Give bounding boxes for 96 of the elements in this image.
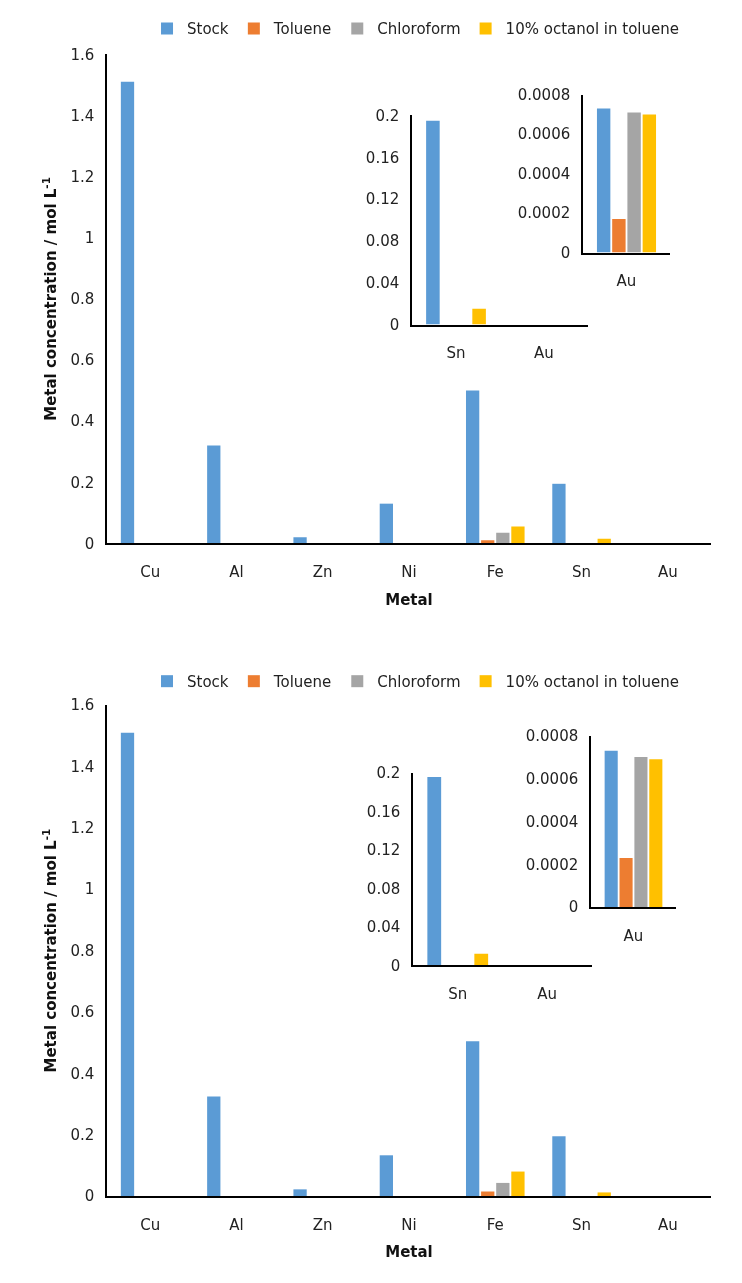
y-tick-label: 1.2	[70, 819, 95, 838]
bar	[642, 114, 657, 253]
y-tick-label: 1.4	[70, 106, 95, 125]
y-tick-label: 0.0008	[517, 86, 571, 105]
legend-label: Toluene	[272, 20, 332, 39]
bar	[465, 390, 480, 544]
bar	[120, 81, 135, 544]
y-tick-label: 0.12	[366, 841, 401, 860]
legend-label: 10% octanol in toluene	[505, 20, 679, 39]
y-tick-label: 1.6	[70, 45, 95, 64]
bar	[627, 112, 641, 253]
x-tick-label: Ni	[401, 563, 417, 582]
x-tick-label: Zn	[312, 1215, 333, 1234]
y-tick-label: 0.2	[375, 106, 400, 125]
bar	[649, 759, 663, 908]
bar	[552, 1136, 566, 1197]
x-tick-label: Au	[534, 344, 554, 363]
y-tick-label: 0.16	[365, 148, 400, 167]
y-tick-label: 0.0004	[525, 812, 579, 831]
y-tick-label: 0.16	[366, 802, 401, 821]
bar	[596, 108, 611, 253]
y-tick-label: 0.2	[70, 1125, 95, 1144]
bar	[481, 540, 495, 544]
y-tick-label: 0.6	[70, 351, 95, 370]
bar	[379, 1155, 393, 1197]
x-tick-label: Al	[229, 563, 244, 582]
y-tick-label: 1	[84, 228, 95, 247]
legend-label: Chloroform	[377, 20, 461, 39]
y-tick-label: 0.0006	[525, 769, 579, 788]
y-tick-label: 0.4	[70, 1064, 95, 1083]
bar	[293, 537, 307, 544]
bar	[293, 1189, 307, 1197]
y-tick-label: 0.2	[70, 473, 95, 492]
bar	[207, 1096, 221, 1197]
x-tick-label: Ni	[401, 1215, 417, 1234]
x-tick-label: Fe	[486, 563, 504, 582]
bar	[120, 732, 135, 1197]
x-axis-title: Metal	[385, 1243, 433, 1262]
bar	[552, 483, 566, 544]
y-tick-label: 0	[560, 243, 571, 262]
x-tick-label: Au	[537, 985, 558, 1004]
y-tick-label: 0.0002	[517, 204, 571, 223]
y-tick-label: 0.04	[365, 273, 400, 292]
x-tick-label: Sn	[572, 1215, 592, 1234]
bar	[511, 1171, 525, 1197]
x-tick-label: Au	[657, 1215, 678, 1234]
bar	[597, 1192, 611, 1197]
y-tick-label: 1.4	[70, 757, 95, 776]
y-tick-label: 0.2	[376, 764, 401, 783]
bar	[612, 219, 626, 253]
legend-label: Stock	[187, 673, 229, 692]
y-tick-label: 0.8	[70, 290, 95, 309]
bar	[604, 750, 618, 908]
bar	[634, 757, 648, 908]
x-axis-title: Metal	[385, 590, 433, 609]
legend-label: Stock	[187, 20, 229, 39]
bar	[465, 1041, 480, 1197]
legend-label: Chloroform	[377, 673, 461, 692]
y-tick-label: 1	[84, 880, 95, 899]
y-tick-label: 0.0002	[525, 855, 579, 874]
x-tick-label: Au	[623, 926, 644, 945]
y-tick-label: 0.08	[365, 232, 400, 251]
x-tick-label: Au	[657, 563, 678, 582]
y-tick-label: 0.08	[366, 879, 401, 898]
x-tick-label: Fe	[486, 1215, 504, 1234]
y-tick-label: 0.6	[70, 1003, 95, 1022]
x-tick-label: Au	[616, 272, 637, 291]
y-tick-label: 0.0004	[517, 164, 571, 183]
y-tick-label: 0.0008	[525, 726, 579, 745]
bar	[619, 857, 633, 908]
legend-label: Toluene	[272, 673, 332, 692]
y-tick-label: 0.4	[70, 412, 95, 431]
y-tick-label: 0	[84, 534, 95, 553]
y-tick-label: 0	[568, 898, 579, 917]
y-tick-label: 0	[84, 1187, 95, 1206]
y-tick-label: 0	[389, 315, 400, 334]
x-tick-label: Al	[229, 1215, 244, 1234]
bar	[496, 1182, 510, 1197]
bar	[207, 445, 221, 544]
bar	[511, 526, 525, 544]
bar	[496, 532, 510, 544]
y-tick-label: 0.04	[366, 918, 401, 937]
x-tick-label: Zn	[312, 563, 333, 582]
x-tick-label: Sn	[572, 563, 592, 582]
bar	[379, 503, 393, 544]
y-tick-label: 1.2	[70, 167, 95, 186]
y-tick-label: 0	[390, 956, 401, 975]
y-tick-label: 0.12	[365, 190, 400, 209]
x-tick-label: Sn	[448, 985, 468, 1004]
x-tick-label: Cu	[140, 1215, 161, 1234]
y-tick-label: 1.6	[70, 696, 95, 715]
x-tick-label: Sn	[446, 344, 466, 363]
y-tick-label: 0.0006	[517, 125, 571, 144]
x-tick-label: Cu	[140, 563, 161, 582]
y-tick-label: 0.8	[70, 941, 95, 960]
legend-label: 10% octanol in toluene	[505, 673, 679, 692]
